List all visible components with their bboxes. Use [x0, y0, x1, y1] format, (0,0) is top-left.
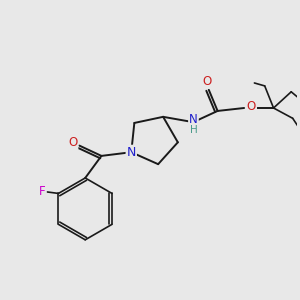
- Text: N: N: [127, 146, 136, 159]
- Text: O: O: [68, 136, 77, 148]
- Text: O: O: [203, 75, 212, 88]
- Text: N: N: [189, 113, 198, 126]
- Text: F: F: [39, 185, 46, 199]
- Text: O: O: [247, 100, 256, 113]
- Text: H: H: [190, 125, 197, 135]
